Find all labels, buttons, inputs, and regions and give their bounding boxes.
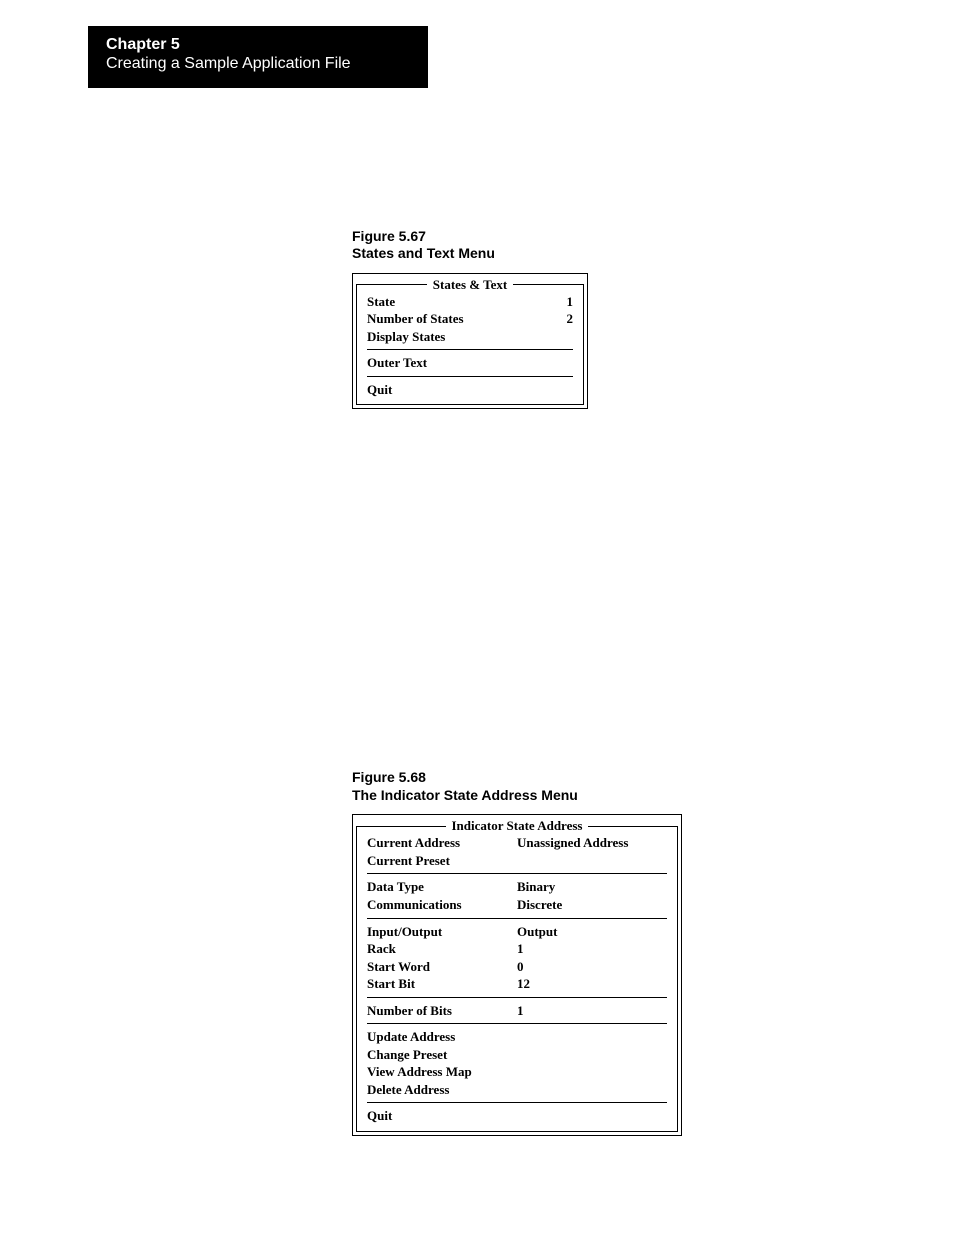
menu-item-value: 1	[567, 293, 574, 311]
menu-item-value	[517, 1046, 667, 1064]
menu-item-value	[517, 1028, 667, 1046]
menu-item-value	[517, 1063, 667, 1081]
menu-item-value: 2	[567, 310, 574, 328]
menu-item-label: Start Bit	[367, 975, 517, 993]
menu-item-value	[517, 852, 667, 870]
menu-item-label: State	[367, 293, 567, 311]
menu-item-quit[interactable]: Quit	[367, 381, 573, 399]
menu-item-label: Outer Text	[367, 354, 573, 372]
indicator-state-address-menu: Indicator State Address Current Address …	[352, 814, 682, 1136]
chapter-label: Chapter 5	[106, 36, 410, 54]
figure-caption: Figure 5.67 States and Text Menu	[352, 228, 954, 263]
menu-item-data-type[interactable]: Data Type Binary	[367, 878, 667, 896]
menu-item-label: Quit	[367, 381, 573, 399]
menu-separator	[367, 918, 667, 919]
menu-item-display-states[interactable]: Display States	[367, 328, 573, 346]
menu-item-current-address[interactable]: Current Address Unassigned Address	[367, 834, 667, 852]
menu-item-start-bit[interactable]: Start Bit 12	[367, 975, 667, 993]
menu-item-delete-address[interactable]: Delete Address	[367, 1081, 667, 1099]
menu-separator	[367, 873, 667, 874]
menu-item-start-word[interactable]: Start Word 0	[367, 958, 667, 976]
menu-item-view-address-map[interactable]: View Address Map	[367, 1063, 667, 1081]
page-header: Chapter 5 Creating a Sample Application …	[88, 26, 428, 88]
menu-item-communications[interactable]: Communications Discrete	[367, 896, 667, 914]
menu-item-label: Change Preset	[367, 1046, 517, 1064]
menu-separator	[367, 997, 667, 998]
menu-item-value: Discrete	[517, 896, 667, 914]
figure-number: Figure 5.68	[352, 769, 426, 785]
menu-item-label: Display States	[367, 328, 573, 346]
figure-title: States and Text Menu	[352, 245, 495, 261]
menu-item-label: Update Address	[367, 1028, 517, 1046]
menu-item-label: Number of States	[367, 310, 567, 328]
menu-item-rack[interactable]: Rack 1	[367, 940, 667, 958]
menu-item-label: Communications	[367, 896, 517, 914]
menu-item-value: 0	[517, 958, 667, 976]
menu-item-label: Number of Bits	[367, 1002, 517, 1020]
menu-item-value: Unassigned Address	[517, 834, 667, 852]
menu-item-label: Start Word	[367, 958, 517, 976]
menu-title: Indicator State Address	[446, 818, 589, 834]
menu-item-label: Current Address	[367, 834, 517, 852]
figure-title: The Indicator State Address Menu	[352, 787, 578, 803]
menu-item-label: Current Preset	[367, 852, 517, 870]
menu-item-value	[517, 1107, 667, 1125]
menu-item-number-of-states[interactable]: Number of States 2	[367, 310, 573, 328]
menu-separator	[367, 349, 573, 350]
menu-item-value: 12	[517, 975, 667, 993]
menu-separator	[367, 376, 573, 377]
menu-item-value: Binary	[517, 878, 667, 896]
menu-item-change-preset[interactable]: Change Preset	[367, 1046, 667, 1064]
menu-item-current-preset[interactable]: Current Preset	[367, 852, 667, 870]
menu-item-number-of-bits[interactable]: Number of Bits 1	[367, 1002, 667, 1020]
menu-item-label: Rack	[367, 940, 517, 958]
content-column: Figure 5.67 States and Text Menu States …	[352, 228, 954, 1136]
menu-item-update-address[interactable]: Update Address	[367, 1028, 667, 1046]
menu-item-value: Output	[517, 923, 667, 941]
menu-item-label: Delete Address	[367, 1081, 517, 1099]
menu-item-label: Data Type	[367, 878, 517, 896]
figure-number: Figure 5.67	[352, 228, 426, 244]
menu-item-label: Quit	[367, 1107, 517, 1125]
menu-item-label: View Address Map	[367, 1063, 517, 1081]
states-text-menu: States & Text State 1 Number of States 2…	[352, 273, 588, 410]
menu-title: States & Text	[427, 277, 513, 293]
menu-item-value: 1	[517, 940, 667, 958]
menu-item-value: 1	[517, 1002, 667, 1020]
menu-item-state[interactable]: State 1	[367, 293, 573, 311]
figure-caption: Figure 5.68 The Indicator State Address …	[352, 769, 954, 804]
chapter-subtitle: Creating a Sample Application File	[106, 54, 410, 74]
menu-separator	[367, 1102, 667, 1103]
menu-separator	[367, 1023, 667, 1024]
menu-item-value	[517, 1081, 667, 1099]
menu-item-quit[interactable]: Quit	[367, 1107, 667, 1125]
menu-item-input-output[interactable]: Input/Output Output	[367, 923, 667, 941]
menu-item-outer-text[interactable]: Outer Text	[367, 354, 573, 372]
menu-item-label: Input/Output	[367, 923, 517, 941]
